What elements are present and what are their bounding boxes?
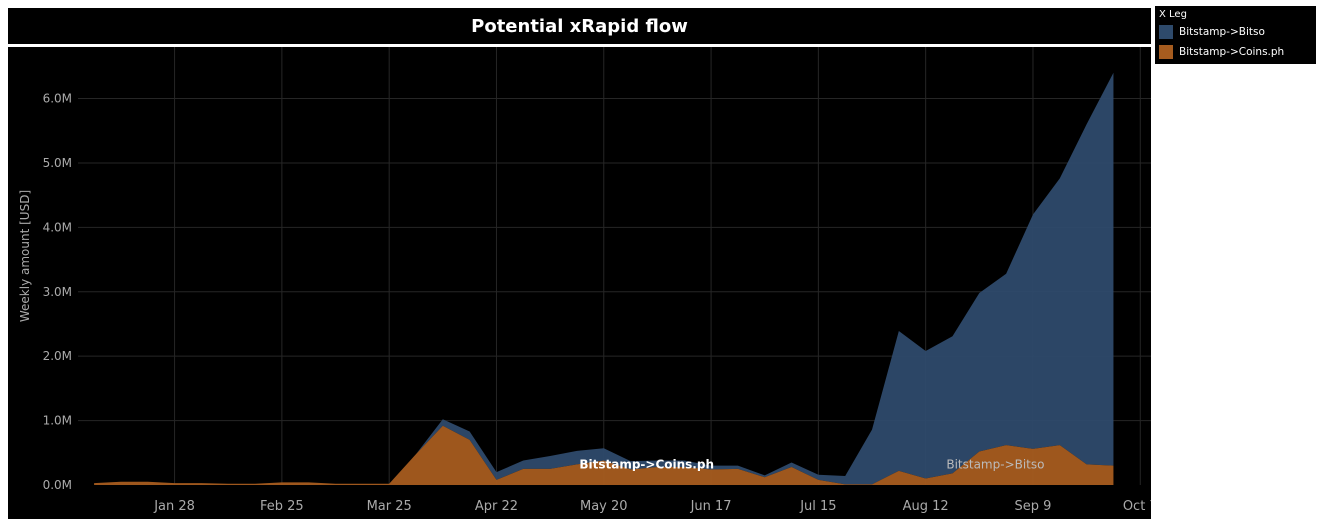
title-bar: Potential xRapid flow [8, 8, 1151, 44]
x-tick-label: Aug 12 [903, 499, 949, 514]
x-tick-label: May 20 [580, 499, 628, 514]
x-tick-label: Mar 25 [367, 499, 412, 514]
y-tick-label: 2.0M [43, 349, 72, 363]
chart-area[interactable]: 0.0M 1.0M 2.0M 3.0M 4.0M 5.0M 6.0M Jan 28 Feb 25… [8, 47, 1151, 519]
area-label-bitso: Bitstamp->Bitso [946, 457, 1044, 471]
chart-title: Potential xRapid flow [471, 15, 688, 37]
legend-title: X Leg [1159, 9, 1187, 20]
y-tick-label: 0.0M [43, 478, 72, 492]
legend-swatch-bitso [1159, 25, 1173, 39]
x-tick-label: Sep 9 [1015, 499, 1052, 514]
x-tick-label: Oct 7 [1123, 499, 1151, 514]
y-axis-title: Weekly amount [USD] [18, 190, 32, 322]
legend-item-coinsph[interactable]: Bitstamp->Coins.ph [1159, 44, 1284, 60]
y-tick-label: 3.0M [43, 285, 72, 299]
y-tick-label: 5.0M [43, 156, 72, 170]
legend[interactable]: X Leg Bitstamp->Bitso Bitstamp->Coins.ph [1155, 6, 1316, 64]
x-tick-label: Feb 25 [260, 499, 304, 514]
x-tick-label: Apr 22 [475, 499, 518, 514]
legend-label-bitso: Bitstamp->Bitso [1179, 26, 1265, 38]
y-tick-label: 6.0M [43, 92, 72, 106]
area-series-bitso [94, 72, 1114, 485]
y-tick-label: 4.0M [43, 220, 72, 234]
area-label-coinsph: Bitstamp->Coins.ph [579, 457, 714, 471]
legend-item-bitso[interactable]: Bitstamp->Bitso [1159, 24, 1265, 40]
x-tick-label: Jul 15 [799, 499, 836, 514]
y-tick-label: 1.0M [43, 414, 72, 428]
legend-label-coinsph: Bitstamp->Coins.ph [1179, 46, 1285, 58]
legend-swatch-coinsph [1159, 45, 1173, 59]
x-tick-label: Jan 28 [153, 499, 195, 514]
area-series-coinsph [94, 425, 1114, 485]
title-separator [8, 44, 1151, 47]
area-chart[interactable]: 0.0M 1.0M 2.0M 3.0M 4.0M 5.0M 6.0M Jan 28 Feb 25… [8, 47, 1151, 519]
x-tick-label: Jun 17 [690, 499, 732, 514]
